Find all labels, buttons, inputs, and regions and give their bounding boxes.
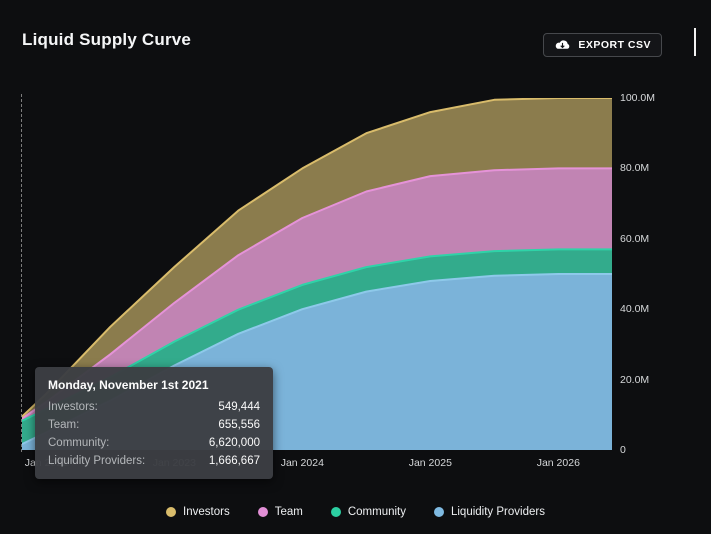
export-csv-button[interactable]: EXPORT CSV — [543, 33, 662, 57]
export-csv-label: EXPORT CSV — [578, 39, 651, 51]
tooltip-row: Community: 6,620,000 — [48, 437, 260, 449]
tooltip: Monday, November 1st 2021 Investors: 549… — [35, 367, 273, 479]
tooltip-row: Investors: 549,444 — [48, 401, 260, 413]
tooltip-row-label: Investors: — [48, 401, 98, 413]
legend-item-team[interactable]: Team — [257, 506, 303, 518]
legend-label: Community — [347, 506, 406, 518]
legend: Investors Team Community Liquidity Provider… — [0, 506, 711, 518]
line-investors — [22, 98, 612, 418]
x-tick-label: Jan 2025 — [408, 457, 452, 469]
tooltip-row: Liquidity Providers: 1,666,667 — [48, 455, 260, 467]
tooltip-row: Team: 655,556 — [48, 419, 260, 431]
y-tick-label: 40.0M — [620, 303, 650, 316]
x-tick-label: Jan 2024 — [280, 457, 324, 469]
y-tick-label: 60.0M — [620, 232, 650, 245]
edge-highlight-bar — [694, 28, 696, 56]
legend-label: Investors — [183, 506, 230, 518]
tooltip-row-value: 1,666,667 — [208, 455, 260, 467]
page-title: Liquid Supply Curve — [22, 30, 192, 49]
x-tick-label: Jan 2026 — [536, 457, 580, 469]
cloud-download-icon — [554, 39, 571, 51]
legend-label: Team — [274, 506, 303, 518]
tooltip-row-label: Liquidity Providers: — [48, 455, 146, 467]
legend-swatch — [330, 507, 341, 517]
legend-item-investors[interactable]: Investors — [166, 506, 230, 518]
y-tick-label: 0 — [620, 444, 626, 456]
tooltip-row-value: 6,620,000 — [208, 437, 260, 449]
tooltip-row-label: Community: — [48, 437, 110, 449]
legend-swatch — [257, 507, 268, 517]
tooltip-row-value: 655,556 — [218, 419, 260, 431]
y-axis: 0 20.0M 40.0M 60.0M 80.0M 100.0M — [620, 92, 690, 456]
y-tick-label: 20.0M — [620, 373, 650, 386]
legend-item-liquidity-providers[interactable]: Liquidity Providers — [433, 506, 545, 518]
legend-label: Liquidity Providers — [450, 506, 545, 518]
tooltip-date: Monday, November 1st 2021 — [48, 378, 209, 392]
tooltip-row-value: 549,444 — [218, 401, 260, 413]
y-tick-label: 80.0M — [620, 162, 650, 175]
tooltip-row-label: Team: — [48, 419, 80, 431]
legend-swatch — [166, 507, 177, 517]
y-tick-label: 100.0M — [620, 92, 656, 104]
crosshair-line — [21, 94, 22, 452]
legend-swatch — [433, 507, 444, 517]
legend-item-community[interactable]: Community — [330, 506, 406, 518]
